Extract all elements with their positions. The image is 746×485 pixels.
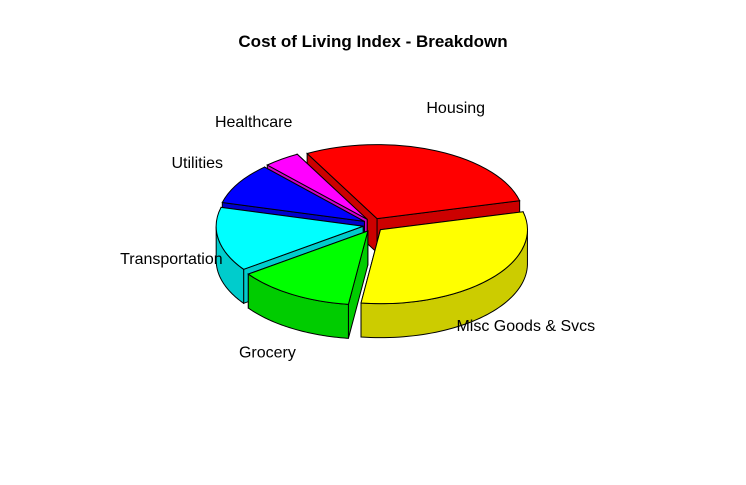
slice-label-utilities: Utilities — [171, 155, 223, 172]
slice-label-grocery: Grocery — [239, 345, 296, 362]
pie-labels: Housing Healthcare Utilities Transportation… — [120, 100, 595, 362]
slice-label-healthcare: Healthcare — [215, 114, 292, 131]
slice-misc-goods-svcs — [360, 211, 528, 339]
slice-label-misc-goods-svcs: Misc Goods & Svcs — [456, 318, 595, 335]
chart-title: Cost of Living Index - Breakdown — [238, 32, 507, 51]
slice-top-face — [360, 211, 528, 305]
slice-top-face — [266, 153, 368, 220]
slice-top-face — [215, 206, 364, 270]
slice-label-housing: Housing — [426, 100, 485, 117]
slice-top-face — [247, 230, 369, 305]
slice-label-transportation: Transportation — [120, 251, 223, 268]
slice-grocery — [247, 230, 369, 339]
slice-top-face — [221, 166, 365, 222]
pie-slices — [215, 144, 528, 339]
slice-top-face — [306, 144, 521, 220]
